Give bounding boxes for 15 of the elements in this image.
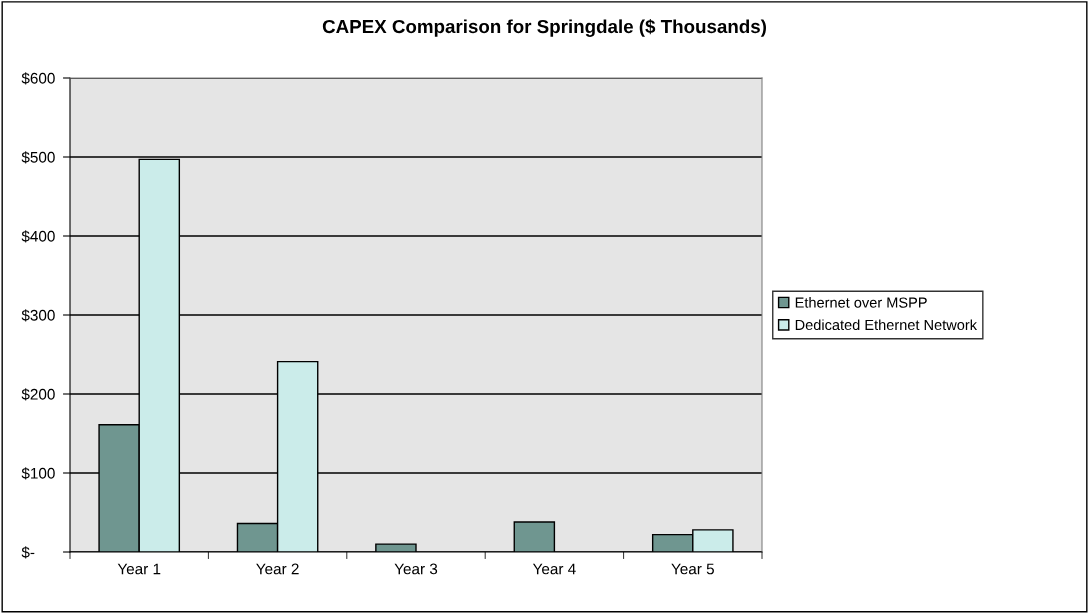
y-tick-label: $600 <box>21 72 55 85</box>
y-tick-label: $300 <box>21 309 55 322</box>
x-tick-label: Year 1 <box>117 563 161 575</box>
y-tick-label: $500 <box>21 151 55 164</box>
x-tick-label: Year 3 <box>394 563 438 575</box>
x-tick-label: Year 4 <box>532 563 576 575</box>
x-tick-label: Year 2 <box>256 563 299 575</box>
x-tick-label: Year 5 <box>671 563 714 575</box>
y-tick-label: $200 <box>21 388 55 401</box>
y-tick-label: $100 <box>21 467 55 480</box>
y-tick-label: $400 <box>21 230 55 243</box>
legend-label: Ethernet over MSPP <box>795 297 927 308</box>
y-tick-label: $- <box>21 546 35 559</box>
chart-title: CAPEX Comparison for Springdale ($ Thousands) <box>322 19 766 37</box>
legend-label: Dedicated Ethernet Network <box>795 319 978 331</box>
